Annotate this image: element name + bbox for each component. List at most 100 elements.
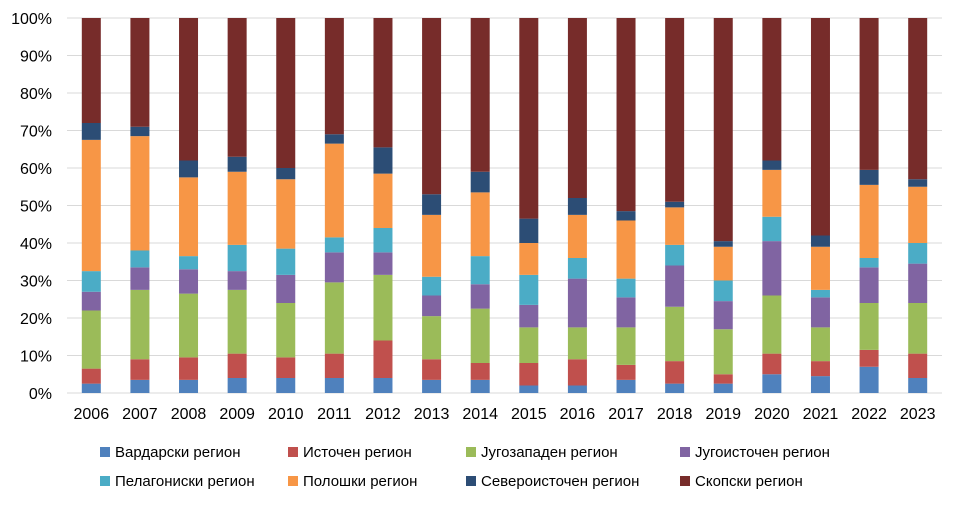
- bar-segment: [810, 361, 830, 377]
- bar-segment: [324, 237, 344, 253]
- legend-label: Полошки регион: [303, 473, 417, 490]
- x-axis-labels: 2006 2007 2008 2009 2010 2011 2012 2013 2014 2015…: [74, 406, 936, 423]
- bar-segment: [908, 378, 928, 393]
- bar-segment: [81, 310, 101, 369]
- bar-segment: [324, 18, 344, 135]
- bar-segment: [276, 274, 296, 303]
- bar-segment: [567, 278, 587, 328]
- bar-segment: [665, 383, 685, 393]
- bar-segment: [276, 357, 296, 378]
- bar-segment: [373, 274, 393, 341]
- bar-segment: [324, 252, 344, 283]
- bar-segment: [324, 143, 344, 238]
- bar-segment: [179, 357, 199, 380]
- bar-segment: [276, 303, 296, 358]
- bar-segment: [130, 379, 150, 393]
- bar-segment: [179, 269, 199, 294]
- bar-segment: [908, 263, 928, 303]
- bar-segment: [227, 353, 247, 378]
- bar-segment: [373, 147, 393, 174]
- bar-segment: [859, 366, 879, 393]
- bar-segment: [762, 353, 782, 375]
- bars: [81, 18, 928, 393]
- bar-segment: [470, 171, 490, 193]
- x-tick-label: 2023: [900, 406, 936, 423]
- bar-segment: [665, 201, 685, 208]
- bar-segment: [908, 179, 928, 187]
- bar-segment: [616, 211, 636, 221]
- bar-segment: [810, 327, 830, 362]
- bar-segment: [179, 160, 199, 178]
- legend-label: Вардарски регион: [115, 444, 241, 461]
- bar-segment: [81, 291, 101, 311]
- bar-segment: [762, 160, 782, 170]
- bar-segment: [665, 244, 685, 266]
- y-axis-labels: 0% 10% 20% 30% 40% 50% 60% 70% 80% 90% 100%: [11, 11, 52, 403]
- bar-segment: [324, 134, 344, 144]
- bar-segment: [81, 18, 101, 123]
- bar-segment: [616, 327, 636, 365]
- bar-segment: [422, 295, 442, 317]
- y-tick-label: 40%: [20, 236, 52, 253]
- x-tick-label: 2012: [365, 406, 401, 423]
- bar-segment: [373, 340, 393, 378]
- bar-segment: [276, 18, 296, 168]
- bar-segment: [908, 186, 928, 243]
- y-tick-label: 10%: [20, 349, 52, 366]
- bar-segment: [616, 297, 636, 328]
- bar-segment: [713, 280, 733, 302]
- bar-segment: [130, 126, 150, 137]
- bar-segment: [179, 293, 199, 358]
- bar-segment: [762, 18, 782, 161]
- bar-segment: [908, 18, 928, 180]
- bar-segment: [276, 168, 296, 180]
- legend-marker: [288, 476, 298, 486]
- bar-segment: [422, 194, 442, 215]
- bar-segment: [324, 282, 344, 354]
- bar-segment: [859, 184, 879, 258]
- x-tick-label: 2011: [317, 406, 352, 423]
- bar-segment: [324, 378, 344, 393]
- bar-segment: [422, 276, 442, 296]
- bar-segment: [665, 265, 685, 307]
- legend-marker: [466, 476, 476, 486]
- bar-segment: [519, 274, 539, 305]
- bar-segment: [422, 316, 442, 360]
- bar-segment: [179, 18, 199, 161]
- bar-segment: [227, 289, 247, 354]
- bar-segment: [130, 289, 150, 360]
- bar-segment: [81, 123, 101, 140]
- legend-label: Скопски регион: [695, 473, 803, 490]
- bar-segment: [470, 363, 490, 380]
- legend-marker: [466, 447, 476, 457]
- gridlines: [67, 17, 942, 394]
- bar-segment: [276, 179, 296, 249]
- bar-segment: [859, 349, 879, 367]
- bar-segment: [422, 379, 442, 393]
- bar-segment: [859, 267, 879, 303]
- bar-segment: [810, 246, 830, 290]
- bar-segment: [810, 289, 830, 298]
- legend-label: Југозападен регион: [481, 444, 618, 461]
- bar-segment: [519, 218, 539, 243]
- bar-segment: [81, 383, 101, 393]
- bar-segment: [908, 243, 928, 264]
- bar-segment: [567, 198, 587, 215]
- y-tick-label: 20%: [20, 311, 52, 328]
- x-tick-label: 2020: [754, 406, 790, 423]
- legend-marker: [288, 447, 298, 457]
- bar-segment: [519, 304, 539, 328]
- bar-segment: [567, 385, 587, 393]
- bar-segment: [665, 306, 685, 362]
- bar-segment: [227, 244, 247, 272]
- bar-segment: [227, 271, 247, 290]
- bar-segment: [81, 271, 101, 292]
- bar-segment: [519, 363, 539, 386]
- bar-segment: [665, 207, 685, 245]
- bar-segment: [859, 258, 879, 268]
- y-tick-label: 50%: [20, 199, 52, 216]
- bar-segment: [519, 18, 539, 219]
- bar-segment: [227, 171, 247, 245]
- y-tick-label: 80%: [20, 86, 52, 103]
- bar-segment: [713, 383, 733, 393]
